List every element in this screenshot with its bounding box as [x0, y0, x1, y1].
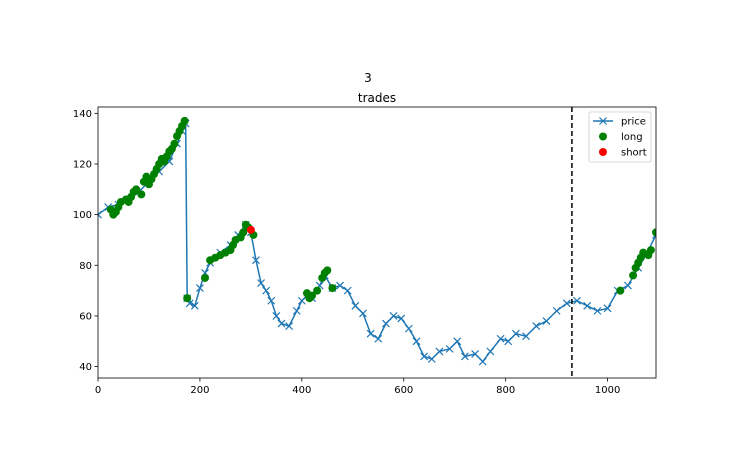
x-tick-label: 400 — [292, 385, 311, 396]
price-point — [511, 329, 520, 338]
price-point — [397, 314, 406, 323]
price-point — [272, 312, 281, 320]
long-marker — [652, 228, 656, 237]
legend-marker-price — [599, 117, 607, 125]
price-point — [420, 352, 429, 361]
long-marker — [170, 139, 179, 148]
x-tick-label: 1000 — [595, 385, 620, 396]
long-marker — [646, 246, 655, 255]
chart-title: trades — [358, 91, 396, 105]
long-marker — [323, 266, 332, 275]
price-point — [98, 210, 102, 219]
price-point — [460, 352, 469, 361]
figure-suptitle: 3 — [364, 71, 372, 85]
legend-label-short: short — [621, 148, 647, 159]
price-point — [542, 317, 551, 325]
price-point — [267, 296, 276, 305]
x-tick-label: 800 — [496, 385, 515, 396]
price-point — [562, 299, 571, 308]
y-tick-label: 120 — [73, 159, 92, 170]
price-point — [552, 306, 561, 315]
price-point — [445, 344, 454, 353]
long-marker — [137, 190, 146, 199]
price-point — [412, 337, 421, 346]
price-point — [471, 350, 480, 358]
price-point — [292, 306, 301, 315]
price-point — [573, 296, 581, 305]
y-tick-label: 80 — [79, 261, 92, 272]
long-marker — [132, 185, 141, 194]
price-point — [522, 332, 530, 341]
price-point — [262, 286, 271, 295]
y-tick-label: 140 — [73, 109, 92, 120]
price-point — [504, 337, 513, 346]
price-point — [583, 301, 592, 310]
long-marker — [239, 228, 248, 237]
price-point — [478, 357, 487, 366]
y-tick-label: 40 — [79, 362, 92, 373]
price-point — [277, 319, 286, 328]
price-point — [195, 284, 204, 293]
price-point — [603, 304, 612, 313]
series-layer — [98, 116, 656, 366]
long-marker — [313, 286, 322, 295]
price-point — [496, 334, 505, 343]
long-marker — [328, 284, 337, 293]
price-point — [359, 309, 367, 318]
price-point — [389, 312, 398, 320]
x-tick-label: 600 — [394, 385, 413, 396]
price-point — [257, 279, 265, 287]
price-point — [435, 347, 444, 356]
price-point — [343, 286, 352, 295]
x-tick-label: 0 — [95, 385, 101, 396]
axes-frame — [97, 106, 657, 379]
long-marker — [616, 286, 625, 295]
legend-label-price: price — [621, 117, 646, 128]
x-tick-label: 200 — [190, 385, 209, 396]
price-point — [453, 337, 462, 346]
long-marker — [183, 294, 192, 303]
long-marker — [308, 291, 317, 300]
price-point — [285, 322, 294, 331]
short-marker — [246, 225, 255, 234]
legend-marker-long — [599, 132, 607, 141]
long-marker — [180, 116, 189, 125]
price-point — [190, 301, 199, 310]
plot-area: 0 200 400 600 800 1000 40 60 80 100 120 140 — [73, 106, 657, 396]
price-point — [351, 301, 360, 310]
price-point — [624, 281, 632, 290]
price-point — [336, 281, 344, 290]
price-point — [366, 329, 375, 338]
price-point — [252, 256, 260, 265]
legend-label-long: long — [621, 132, 643, 143]
price-point — [374, 334, 383, 343]
price-point — [593, 306, 602, 315]
price-point — [404, 324, 413, 333]
price-point — [381, 319, 390, 328]
y-tick-label: 100 — [73, 210, 92, 221]
long-marker — [629, 271, 638, 280]
legend-marker-short — [599, 148, 607, 156]
long-marker — [201, 273, 210, 282]
y-tick-label: 60 — [79, 311, 92, 322]
price-point — [427, 355, 436, 363]
price-point — [486, 347, 495, 356]
legend: price long short — [588, 111, 652, 163]
price-point — [532, 322, 541, 331]
